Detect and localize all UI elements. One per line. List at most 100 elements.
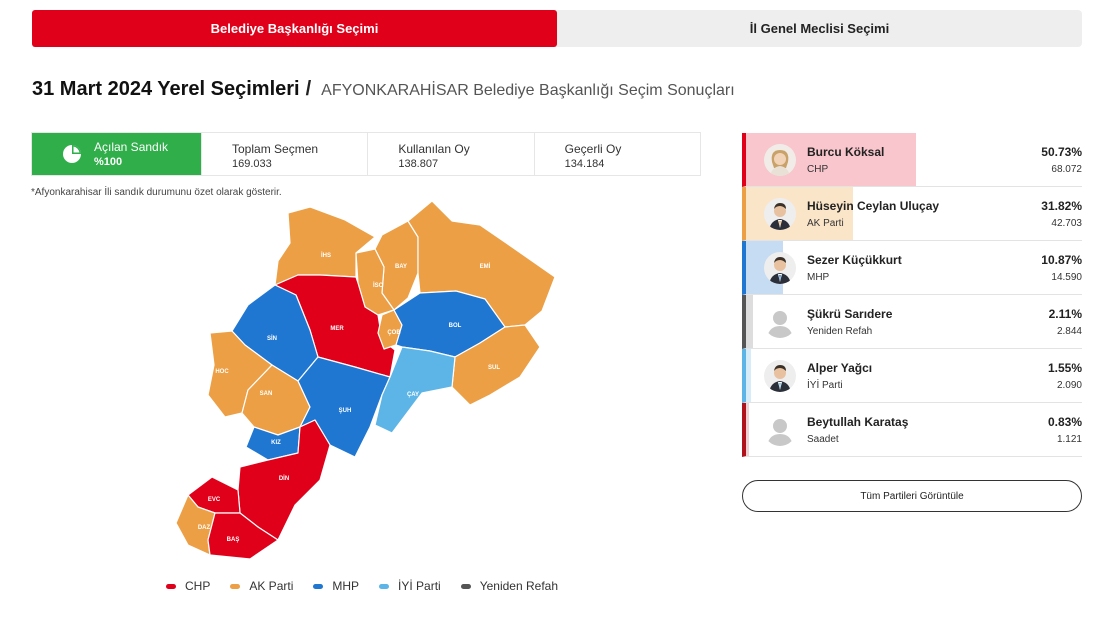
- female-avatar-icon: [764, 144, 796, 176]
- tab-provincial-council-election[interactable]: İl Genel Meclisi Seçimi: [749, 21, 890, 36]
- candidate-votes: 2.090: [1056, 380, 1082, 391]
- total-voters-stat: Toplam Seçmen 169.033: [201, 133, 367, 175]
- pie-chart-icon: [63, 145, 81, 163]
- district-label-cay: ÇAY: [407, 392, 419, 398]
- candidate-name: Şükrü Sarıdere: [807, 307, 893, 321]
- page-title-main: 31 Mart 2024 Yerel Seçimleri: [32, 78, 300, 100]
- legend-label: CHP: [185, 579, 211, 593]
- district-label-cob: ÇOB: [387, 330, 401, 336]
- candidate-party: Saadet: [807, 434, 839, 445]
- candidate-photo: [764, 198, 796, 230]
- district-label-bas: BAŞ: [227, 537, 240, 543]
- vote-share-bar: [746, 403, 749, 456]
- male-avatar-icon: [764, 252, 796, 284]
- legend-swatch: [313, 583, 324, 589]
- candidate-name: Alper Yağcı: [807, 361, 873, 375]
- candidate-percent: 0.83%: [1047, 415, 1082, 429]
- map-legend: CHP AK Parti MHP İYİ Parti Yeniden Refah: [166, 579, 558, 593]
- candidate-row[interactable]: Şükrü Sarıdere Yeniden Refah 2.11% 2.844: [742, 295, 1082, 349]
- district-label-sul: SUL: [488, 365, 500, 371]
- placeholder-avatar-icon: [764, 414, 796, 446]
- valid-votes-label: Geçerli Oy: [564, 142, 622, 156]
- candidate-photo: [764, 252, 796, 284]
- used-votes-stat: Kullanılan Oy 138.807: [367, 133, 533, 175]
- legend-swatch: [460, 583, 471, 589]
- district-label-daz: DAZ: [198, 525, 211, 531]
- valid-votes-value: 134.184: [564, 158, 605, 170]
- district-label-kiz: KIZ: [271, 440, 281, 446]
- legend-item-ak-parti: AK Parti: [230, 579, 293, 593]
- legend-label: İYİ Parti: [398, 579, 441, 593]
- used-votes-value: 138.807: [398, 158, 439, 170]
- candidate-row[interactable]: Hüseyin Ceylan Uluçay AK Parti 31.82% 42…: [742, 187, 1082, 241]
- total-voters-label: Toplam Seçmen: [232, 142, 319, 156]
- district-label-emi: EMİ: [480, 263, 491, 270]
- district-cay[interactable]: [374, 346, 456, 434]
- candidate-photo: [764, 360, 796, 392]
- page-title: 31 Mart 2024 Yerel Seçimleri / AFYONKARA…: [32, 78, 735, 101]
- vote-share-bar: [746, 349, 752, 402]
- district-bas[interactable]: [207, 512, 279, 560]
- district-label-din: DİN: [279, 475, 289, 482]
- vote-share-bar: [746, 295, 754, 348]
- legend-label: MHP: [332, 579, 360, 593]
- district-map: İHS BAY EMİ İSC MER SİN ÇOB BOL HOC SUL …: [175, 200, 556, 560]
- male-avatar-icon: [764, 198, 796, 230]
- district-label-evc: EVC: [208, 497, 221, 503]
- district-suh[interactable]: [297, 356, 391, 458]
- candidate-name: Beytullah Karataş: [807, 415, 909, 429]
- candidate-percent: 2.11%: [1048, 307, 1082, 321]
- candidate-votes: 2.844: [1056, 326, 1082, 337]
- district-label-san: SAN: [260, 391, 273, 397]
- candidate-votes: 14.590: [1051, 272, 1082, 283]
- candidate-photo: [764, 144, 796, 176]
- male-avatar-icon: [764, 360, 796, 392]
- view-all-parties-button[interactable]: Tüm Partileri Görüntüle: [742, 480, 1082, 512]
- ballot-stats-bar: Açılan Sandık %100 Toplam Seçmen 169.033…: [31, 132, 701, 176]
- candidate-name: Burcu Köksal: [807, 145, 885, 159]
- page-title-separator: /: [305, 78, 312, 100]
- district-label-sin: SİN: [267, 335, 277, 342]
- district-label-mer: MER: [330, 326, 344, 332]
- map-note: *Afyonkarahisar İli sandık durumunu özet…: [31, 187, 282, 198]
- candidate-percent: 50.73%: [1041, 145, 1082, 159]
- candidate-percent: 1.55%: [1047, 361, 1082, 375]
- total-voters-value: 169.033: [232, 158, 272, 170]
- candidate-row[interactable]: Burcu Köksal CHP 50.73% 68.072: [742, 133, 1082, 187]
- page-title-sub: AFYONKARAHİSAR Belediye Başkanlığı Seçim…: [321, 82, 735, 99]
- candidate-name: Hüseyin Ceylan Uluçay: [807, 199, 940, 213]
- candidate-party: Yeniden Refah: [807, 326, 873, 337]
- candidate-votes: 68.072: [1051, 164, 1082, 175]
- valid-votes-stat: Geçerli Oy 134.184: [533, 133, 700, 175]
- candidate-party: CHP: [807, 164, 829, 175]
- placeholder-avatar-icon: [764, 306, 796, 338]
- district-label-bol: BOL: [449, 323, 462, 329]
- district-label-hoc: HOC: [215, 369, 229, 375]
- legend-swatch: [230, 583, 241, 589]
- legend-item-chp: CHP: [166, 579, 210, 593]
- legend-swatch: [379, 583, 390, 589]
- candidate-party: MHP: [807, 272, 830, 283]
- candidate-row[interactable]: Beytullah Karataş Saadet 0.83% 1.121: [742, 403, 1082, 457]
- legend-item-iyi-parti: İYİ Parti: [379, 579, 441, 593]
- legend-label: Yeniden Refah: [479, 579, 559, 593]
- candidate-row[interactable]: Sezer Küçükkurt MHP 10.87% 14.590: [742, 241, 1082, 295]
- election-type-tabs: Belediye Başkanlığı Seçimi İl Genel Mecl…: [32, 10, 1082, 47]
- district-label-ihs: İHS: [321, 252, 331, 259]
- candidate-percent: 31.82%: [1041, 199, 1082, 213]
- district-label-isc: İSC: [373, 282, 384, 289]
- district-label-bay: BAY: [395, 264, 407, 270]
- opened-ballots-value: %100: [94, 156, 123, 168]
- tab-mayoral-election[interactable]: Belediye Başkanlığı Seçimi: [32, 10, 557, 47]
- opened-ballots-stat: Açılan Sandık %100: [32, 133, 201, 175]
- candidate-party: İYİ Parti: [807, 380, 843, 391]
- opened-ballots-label: Açılan Sandık: [94, 140, 169, 154]
- candidate-row[interactable]: Alper Yağcı İYİ Parti 1.55% 2.090: [742, 349, 1082, 403]
- candidate-party: AK Parti: [807, 218, 844, 229]
- legend-label: AK Parti: [249, 579, 294, 593]
- candidate-name: Sezer Küçükkurt: [807, 253, 902, 267]
- vote-share-bar: [746, 187, 853, 240]
- candidate-list: Burcu Köksal CHP 50.73% 68.072 Hüseyin C…: [742, 133, 1082, 457]
- legend-item-yeniden-refah: Yeniden Refah: [460, 579, 559, 593]
- district-sul[interactable]: [451, 324, 541, 406]
